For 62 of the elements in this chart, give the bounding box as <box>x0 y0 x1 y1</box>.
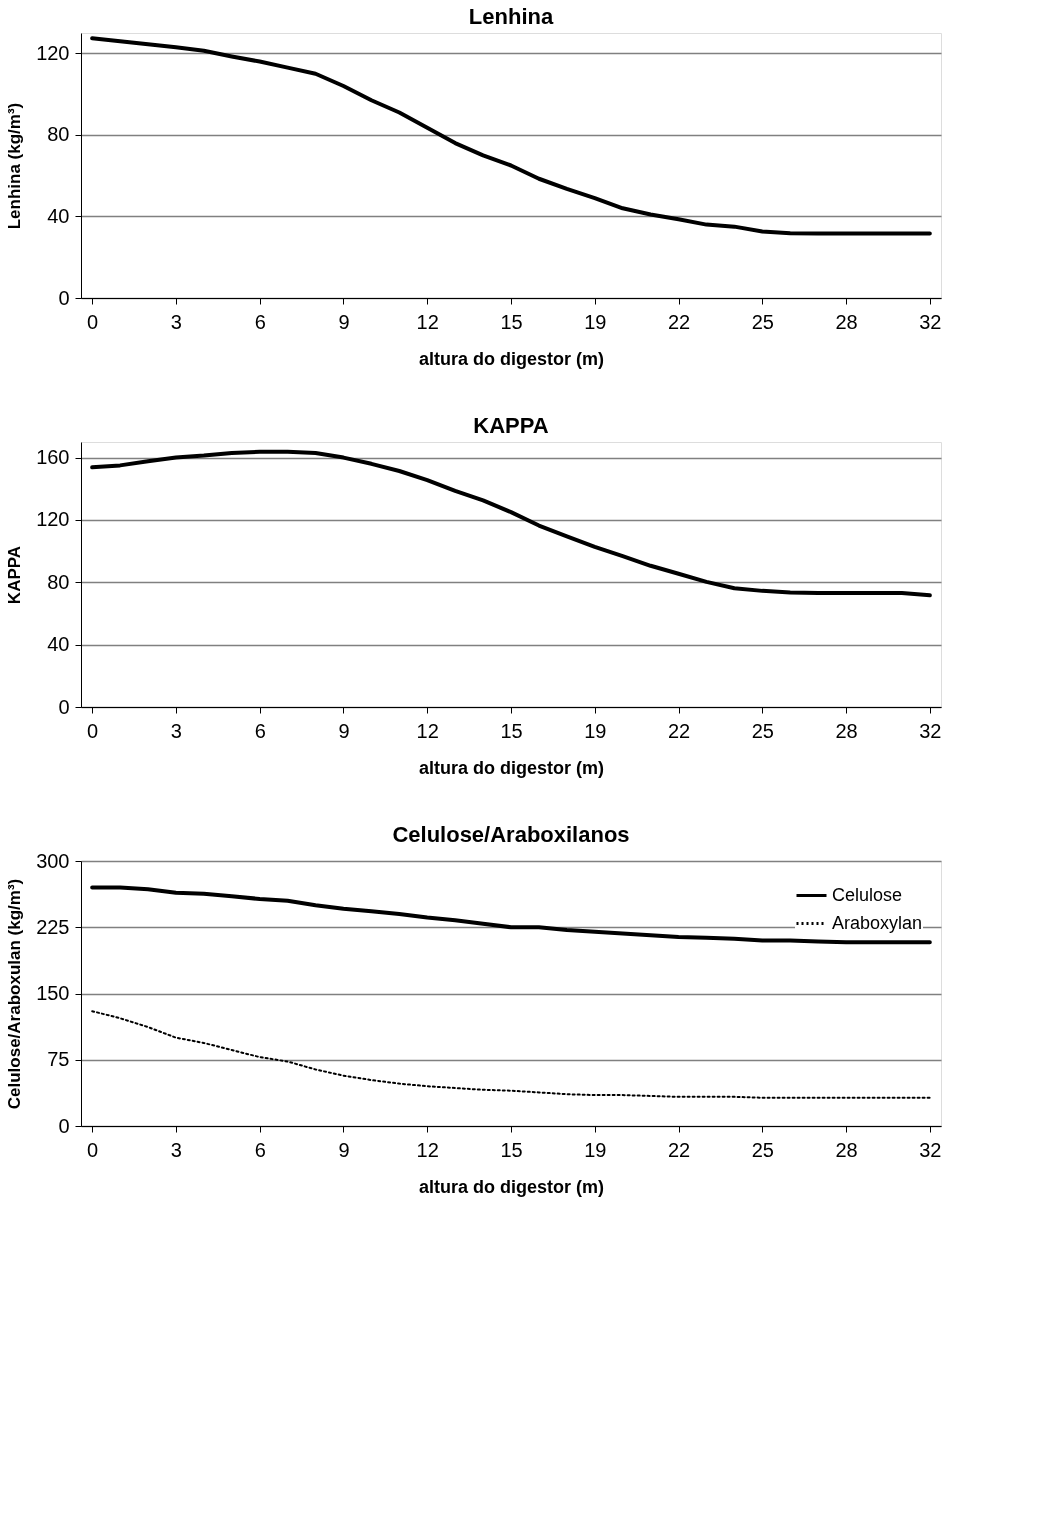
x-tick-label: 19 <box>584 310 607 333</box>
y-tick-label: 0 <box>58 1114 70 1137</box>
x-tick-label: 28 <box>835 310 858 333</box>
x-tick-label: 12 <box>416 719 439 742</box>
chart-title: KAPPA <box>473 413 549 438</box>
y-axis-title: Celulose/Araboxulan (kg/m³) <box>5 878 25 1110</box>
line-series <box>90 885 932 945</box>
legend-label: Celulose <box>832 884 903 905</box>
x-tick-label: 32 <box>919 1138 942 1161</box>
x-tick-label: 22 <box>667 1138 691 1161</box>
x-axis-title: altura do digestor (m) <box>418 1176 605 1197</box>
x-tick-label: 0 <box>87 719 99 742</box>
x-tick-label: 25 <box>751 310 774 333</box>
y-tick-label: 80 <box>47 123 70 146</box>
x-axis-title: altura do digestor (m) <box>418 348 605 369</box>
y-tick-label: 0 <box>58 286 70 309</box>
x-tick-label: 32 <box>919 310 942 333</box>
x-tick-label: 15 <box>500 1138 523 1161</box>
x-tick-label: 9 <box>338 310 350 333</box>
y-axis-title: KAPPA <box>5 545 25 605</box>
y-tick-label: 80 <box>47 570 70 593</box>
x-tick-label: 12 <box>416 1138 439 1161</box>
x-tick-label: 22 <box>667 719 691 742</box>
legend-label: Araboxylan <box>832 912 923 933</box>
x-tick-label: 28 <box>835 719 858 742</box>
x-tick-label: 3 <box>170 1138 182 1161</box>
x-tick-label: 28 <box>835 1138 858 1161</box>
y-tick-label: 75 <box>47 1048 70 1071</box>
chart-title: Lenhina <box>468 4 554 29</box>
x-tick-label: 6 <box>254 310 266 333</box>
y-tick-label: 225 <box>36 915 70 938</box>
y-tick-label: 40 <box>47 204 70 227</box>
x-tick-label: 9 <box>338 1138 350 1161</box>
x-tick-label: 9 <box>338 719 350 742</box>
x-tick-label: 25 <box>751 1138 774 1161</box>
x-tick-label: 15 <box>500 310 523 333</box>
y-tick-label: 150 <box>36 982 70 1004</box>
y-axis-title: Lenhina (kg/m³) <box>5 102 25 230</box>
x-tick-label: 3 <box>170 310 182 333</box>
x-tick-label: 6 <box>254 719 266 742</box>
x-tick-label: 6 <box>254 1138 266 1161</box>
line-series <box>90 449 932 598</box>
y-tick-label: 300 <box>36 849 70 872</box>
x-axis-title: altura do digestor (m) <box>418 757 605 778</box>
x-tick-label: 15 <box>500 719 523 742</box>
y-tick-label: 160 <box>36 446 70 469</box>
x-tick-label: 32 <box>919 719 942 742</box>
x-tick-label: 19 <box>584 1138 607 1161</box>
x-tick-label: 3 <box>170 719 182 742</box>
y-tick-label: 0 <box>58 695 70 718</box>
x-tick-label: 0 <box>87 1138 99 1161</box>
line-series <box>91 1010 931 1099</box>
x-tick-label: 19 <box>584 719 607 742</box>
line-series <box>90 36 932 236</box>
x-tick-label: 0 <box>87 310 99 333</box>
x-tick-label: 12 <box>416 310 439 333</box>
chart-title: Celulose/Araboxilanos <box>392 822 630 847</box>
x-tick-label: 25 <box>751 719 774 742</box>
x-tick-label: 22 <box>667 310 691 333</box>
y-tick-label: 120 <box>36 508 70 531</box>
y-tick-label: 40 <box>47 633 70 656</box>
y-tick-label: 120 <box>36 41 70 64</box>
